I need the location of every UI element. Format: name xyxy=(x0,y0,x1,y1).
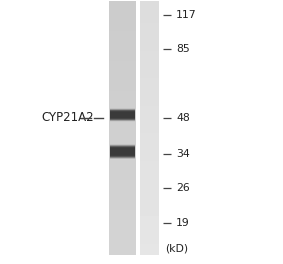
Text: 34: 34 xyxy=(176,149,190,159)
Text: 48: 48 xyxy=(176,112,190,122)
Text: 26: 26 xyxy=(176,183,190,194)
Text: 85: 85 xyxy=(176,44,190,54)
Text: 117: 117 xyxy=(176,10,197,20)
Text: 19: 19 xyxy=(176,218,190,228)
Text: (kD): (kD) xyxy=(166,244,188,254)
Text: CYP21A2: CYP21A2 xyxy=(42,111,94,124)
